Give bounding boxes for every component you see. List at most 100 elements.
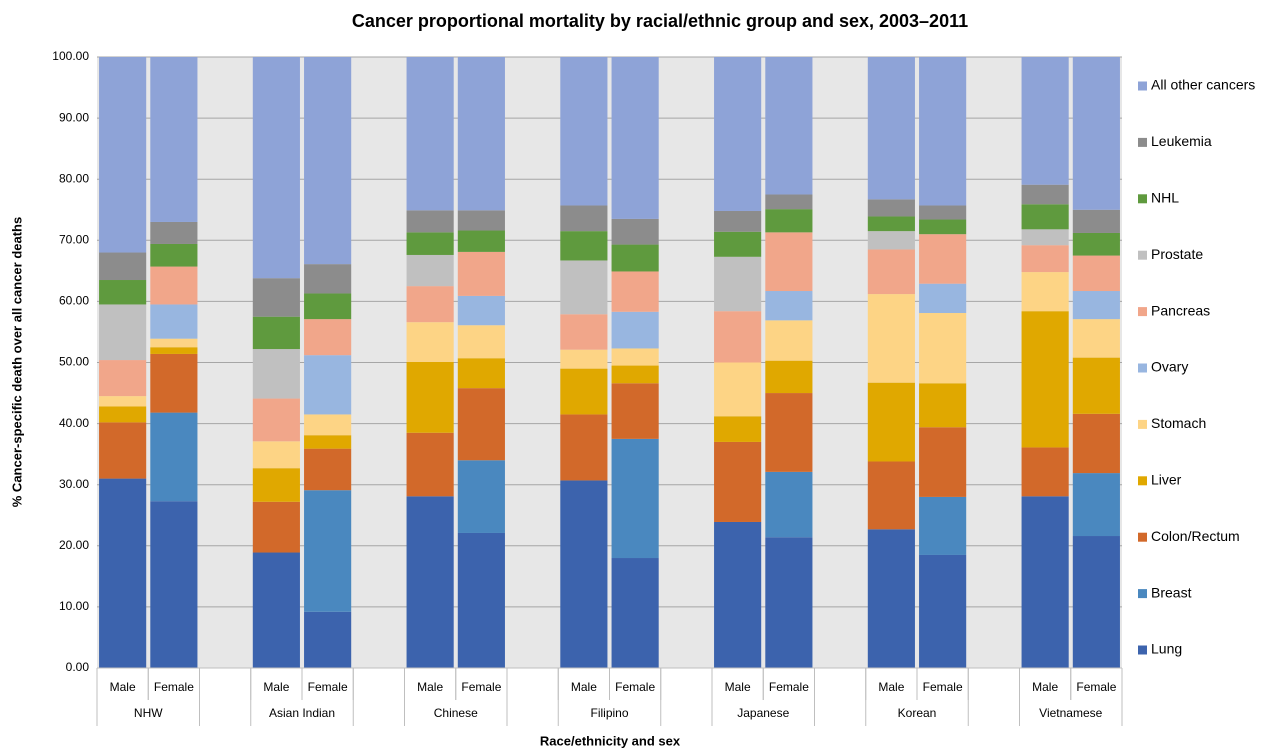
bar-segment [714,311,762,363]
x-tick-label: Male [1032,680,1058,694]
bar-segment [867,294,915,383]
legend-swatch [1138,589,1147,599]
bar-segment [1021,496,1069,668]
bar-segment [1021,311,1069,448]
y-tick-label: 90.00 [59,110,89,124]
y-tick-label: 0.00 [66,660,90,674]
y-tick-label: 100.00 [52,49,89,63]
legend-label: Breast [1151,584,1192,600]
bar-segment [714,256,762,312]
bar-segment [150,501,198,668]
bar-segment [611,365,659,384]
bar-segment [611,57,659,219]
bar-segment [1072,536,1120,668]
bar-segment [1072,255,1120,292]
legend-label: Lung [1151,641,1182,657]
bar-segment [1021,229,1069,246]
legend-swatch [1138,137,1147,147]
legend-swatch [1138,363,1147,373]
bar-segment [611,244,659,272]
bar-segment [150,347,198,354]
bar-segment [304,57,352,265]
legend-label: Stomach [1151,415,1206,431]
bar-segment [765,320,813,361]
bar-segment [252,57,300,279]
bar-segment [150,353,198,413]
group-label: Japanese [737,706,789,720]
bar-segment [611,558,659,668]
bar-segment [406,254,454,287]
bar-segment [252,441,300,469]
bar-segment [1072,319,1120,358]
bar-segment [611,348,659,366]
bar-segment [457,388,505,461]
x-tick-label: Male [263,680,289,694]
bar-segment [560,205,608,232]
x-tick-label: Male [571,680,597,694]
x-tick-label: Female [461,680,501,694]
bar-segment [99,360,147,397]
bar-segment [919,554,967,668]
group-label: Asian Indian [269,706,335,720]
bar-segment [99,252,147,281]
bar-segment [867,216,915,232]
bar-segment [99,280,147,305]
bar-segment [150,304,198,339]
bar-segment [714,416,762,442]
x-tick-label: Female [1076,680,1116,694]
legend-label: Prostate [1151,246,1203,262]
bar-segment [150,57,198,222]
bar-segment [560,260,608,315]
group-label: Korean [898,706,937,720]
bar-segment [714,441,762,522]
bar-segment [1021,204,1069,230]
legend-label: NHL [1151,190,1179,206]
legend-label: Leukemia [1151,133,1212,149]
x-tick-label: Male [417,680,443,694]
bar-segment [252,398,300,442]
bar-segment [406,361,454,433]
bar-segment [304,414,352,436]
y-tick-label: 40.00 [59,416,89,430]
bar-segment [714,521,762,668]
bar-segment [406,496,454,668]
group-label: Chinese [434,706,478,720]
legend-label: Liver [1151,472,1182,488]
bar-segment [919,234,967,284]
bar-segment [406,57,454,211]
bar-segment [919,57,967,206]
bar-segment [714,362,762,417]
bar-segment [457,251,505,296]
x-tick-label: Male [725,680,751,694]
bar-segment [765,232,813,292]
bar-segment [99,396,147,407]
bar-segment [457,325,505,359]
bar-segment [304,435,352,449]
bar-segment [406,286,454,323]
legend-swatch [1138,419,1147,429]
bar-segment [150,338,198,348]
bar-segment [867,529,915,668]
bar-segment [714,57,762,211]
legend-label: Colon/Rectum [1151,528,1240,544]
legend-swatch [1138,532,1147,542]
x-tick-label: Female [923,680,963,694]
bar-segment [252,468,300,502]
bar-segment [99,478,147,668]
bar-segment [560,480,608,668]
bar-segment [252,349,300,399]
bar-segment [252,278,300,317]
bar-segment [252,552,300,668]
y-tick-label: 80.00 [59,171,89,185]
bar-segment [919,313,967,384]
bar-segment [457,532,505,668]
bar-segment [406,322,454,362]
bar-segment [406,432,454,497]
bar-segment [457,295,505,326]
bar-segment [99,406,147,423]
x-axis-title: Race/ethnicity and sex [540,733,681,748]
x-tick-label: Female [769,680,809,694]
bar-segment [919,496,967,555]
bar-segment [1021,272,1069,312]
bar-segment [304,264,352,294]
